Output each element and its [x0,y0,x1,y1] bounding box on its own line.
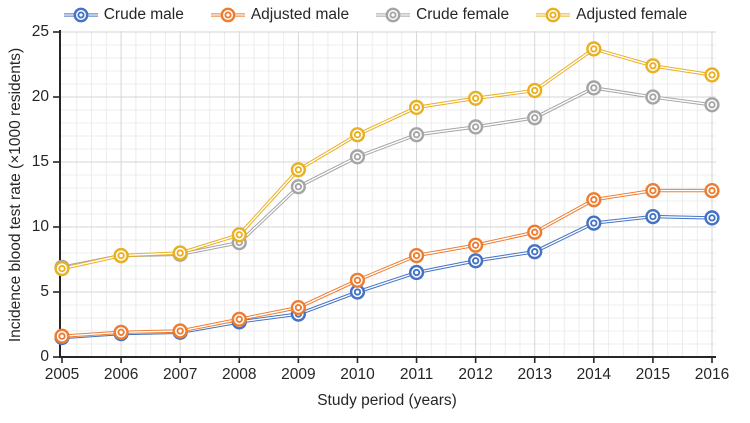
x-tick-label: 2011 [400,366,433,383]
x-tick-label: 2007 [163,366,197,383]
data-point-core [471,241,480,249]
data-point-core [531,228,539,236]
y-tick-label: 5 [40,283,49,300]
x-tick-label: 2016 [695,366,729,383]
legend-item-crude-female: Crude female [375,6,509,24]
series-line-adjusted-male [61,188,712,338]
legend-item-adjusted-female: Adjusted female [535,6,687,24]
data-point-core [649,62,657,70]
data-point-core [708,186,716,195]
legend-marker-icon [210,7,245,23]
series-line-adjusted-female [61,47,713,271]
x-tick-label: 2013 [517,366,551,383]
y-tick-label: 15 [32,153,49,170]
series-markers-adjusted-male [54,183,720,344]
x-tick-label: 2014 [577,366,612,383]
x-tick-label: 2015 [636,366,670,383]
y-tick-label: 0 [40,348,49,365]
legend-label: Crude male [103,6,184,23]
data-point-core [590,196,598,204]
x-axis: 2005 2006 2007 2008 2009 2010 2011 2012 2013 2014… [45,356,729,383]
data-point-core [58,264,66,273]
data-point-core [649,186,657,195]
y-tick-label: 25 [32,23,49,40]
data-point-core [471,94,480,102]
x-tick-label: 2010 [340,366,375,383]
x-tick-label: 2005 [45,366,79,383]
data-point-core [412,131,421,139]
y-axis: 0 5 10 15 20 25 [32,23,61,365]
x-axis-title: Study period (years) [317,392,457,409]
data-point-core [590,84,598,92]
y-tick-label: 20 [32,88,50,105]
data-point-core [412,103,421,112]
data-point-core [471,257,480,265]
data-point-core [235,231,243,239]
data-point-core [353,276,362,284]
x-tick-label: 2012 [458,366,492,383]
legend-label: Adjusted male [250,6,350,23]
data-point-core [353,288,362,296]
x-tick-label: 2009 [281,366,315,383]
x-tick-label: 2008 [222,366,256,383]
data-point-core [708,214,716,222]
data-point-core [353,131,362,139]
data-point-core [708,71,716,79]
data-point-core [531,248,539,256]
data-point-core [353,153,362,161]
data-point-core [531,114,539,122]
data-point-core [708,101,716,109]
y-tick-label: 10 [32,218,50,235]
legend-item-crude-male: Crude male [63,6,184,24]
data-point-core [412,251,421,260]
data-point-core [294,166,303,174]
legend-label: Adjusted female [576,6,688,23]
data-point-core [176,249,184,257]
gridlines [60,31,716,357]
legend-marker-icon [376,7,411,23]
data-point-core [412,268,421,277]
data-point-core [649,212,657,221]
data-point-core [117,251,125,260]
data-point-core [58,332,66,340]
data-point-core [117,328,125,336]
data-point-core [176,327,184,335]
y-axis-title: Incidence blood test rate (×1000 residen… [7,47,24,343]
data-point-core [649,93,657,101]
data-point-core [531,86,539,95]
legend-marker-icon [63,7,98,23]
legend: Crude male Adjusted male Crude female Adjus… [0,2,750,28]
legend-label: Crude female [416,6,510,23]
legend-marker-icon [536,7,571,23]
data-point-core [590,219,598,227]
x-tick-label: 2006 [104,366,138,383]
data-point-core [235,315,243,323]
data-point-core [294,303,303,312]
data-point-core [590,45,598,53]
series-markers-adjusted-female [54,41,720,277]
data-point-core [294,183,303,191]
legend-item-adjusted-male: Adjusted male [210,6,349,24]
data-point-core [471,123,480,131]
